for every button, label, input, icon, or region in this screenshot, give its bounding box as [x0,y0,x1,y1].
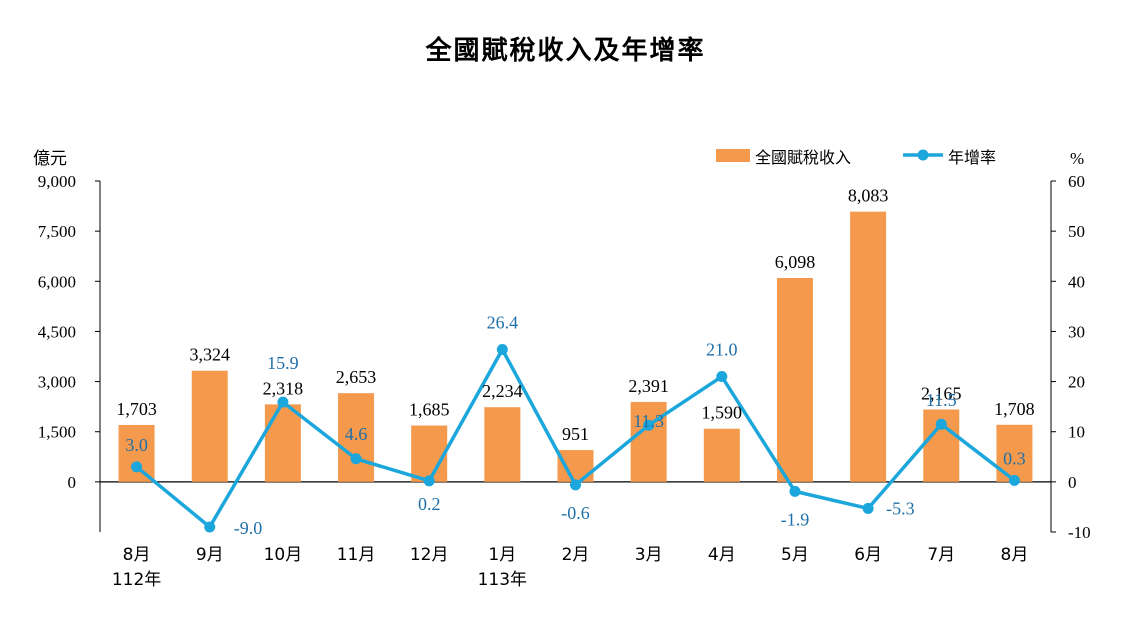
bar [703,428,740,482]
growth-rate-point [131,461,143,473]
line-value-label: 21.0 [706,340,738,360]
growth-rate-point [935,418,947,430]
bar-value-label: 8,083 [848,186,889,206]
left-unit-label: 億元 [33,149,67,169]
growth-rate-point [862,502,874,514]
line-group [131,343,1020,533]
line-value-label: 15.9 [267,353,299,373]
growth-rate-point [277,396,289,408]
bar-value-label: 951 [562,424,589,444]
left-tick-label: 6,000 [38,272,76,291]
chart-title: 全國賦稅收入及年增率 [425,36,706,66]
growth-rate-point [570,479,581,491]
category-label: 6月 [854,545,882,565]
right-unit-label: % [1070,149,1084,168]
left-tick-label: 4,500 [38,322,76,341]
right-tick-label: 0 [1068,473,1077,492]
bar [557,450,594,482]
bar [776,278,813,482]
bar-value-label: 2,391 [628,376,669,396]
bar [411,425,448,482]
line-value-label: 0.3 [1003,448,1026,468]
axes-group: 0 1,500 3,000 4,500 6,000 7,500 9,000 -10 0 10 20 3… [33,149,1091,590]
right-tick-label: 10 [1068,423,1085,442]
category-label: 10月 [264,545,303,565]
category-label: 1月 [488,545,516,565]
bar-value-label: 2,318 [263,378,304,398]
category-label: 5月 [781,545,809,565]
left-tick-label: 3,000 [38,373,76,392]
growth-rate-point [789,485,801,497]
right-tick-label: 60 [1068,172,1085,191]
line-value-label: 4.6 [345,424,368,444]
line-value-label: 0.2 [418,494,441,514]
category-label: 8月 [1001,545,1029,565]
growth-rate-point [643,419,655,431]
growth-rate-point [716,371,728,383]
right-tick-label: 30 [1068,322,1085,341]
bar-value-label: 1,708 [994,399,1035,419]
growth-rate-point [204,521,216,533]
line-value-label: 11.3 [633,411,664,431]
line-value-label: -9.0 [234,518,263,538]
bar [338,393,375,482]
left-tick-label: 9,000 [38,172,76,191]
line-value-label: 3.0 [125,435,148,455]
legend-line-marker [917,149,929,161]
category-label: 2月 [562,545,590,565]
bar [191,370,228,482]
line-value-label: 26.4 [487,312,519,332]
left-tick-label: 1,500 [38,423,76,442]
category-label: 11月 [337,545,376,565]
bar-value-label: 2,653 [336,367,377,387]
bar-value-label: 2,234 [482,381,523,401]
bar-value-label: 1,590 [702,403,743,423]
bar [484,407,521,482]
year-label: 113年 [478,570,527,590]
growth-rate-point [423,475,435,487]
left-tick-label: 0 [68,473,77,492]
category-label: 8月 [123,545,151,565]
growth-rate-point [1008,474,1020,486]
legend-bar-label: 全國賦稅收入 [755,148,851,167]
year-label: 112年 [112,570,161,590]
line-value-label: -0.6 [561,503,590,523]
left-tick-label: 7,500 [38,222,76,241]
category-label: 9月 [196,545,224,565]
bar-value-label: 2,165 [921,383,962,403]
category-label: 7月 [927,545,955,565]
bar [850,211,887,482]
category-label: 4月 [708,545,736,565]
bar-value-label: 3,324 [189,345,230,365]
labels-group: 1,703 3,324 2,318 2,653 1,685 2,234 951 2,391 1,… [116,186,1034,538]
legend-bar-swatch [716,149,750,162]
bar-value-label: 1,703 [116,399,157,419]
bar [264,404,301,482]
bar [118,424,155,482]
legend-line-label: 年增率 [948,148,996,167]
right-tick-label: 20 [1068,373,1085,392]
right-tick-label: 40 [1068,272,1085,291]
category-label: 12月 [410,545,449,565]
right-tick-label: 50 [1068,222,1085,241]
legend-group: 全國賦稅收入 年增率 [716,148,996,167]
bar-value-label: 1,685 [409,400,450,420]
category-label: 3月 [635,545,663,565]
line-value-label: 11.5 [926,390,957,410]
bars-group [118,211,1033,482]
bar-value-label: 6,098 [775,252,816,272]
growth-rate-point [496,343,508,355]
right-tick-label: -10 [1068,523,1091,542]
line-value-label: -5.3 [886,498,915,518]
growth-rate-point [350,453,362,465]
line-value-label: -1.9 [781,509,810,529]
